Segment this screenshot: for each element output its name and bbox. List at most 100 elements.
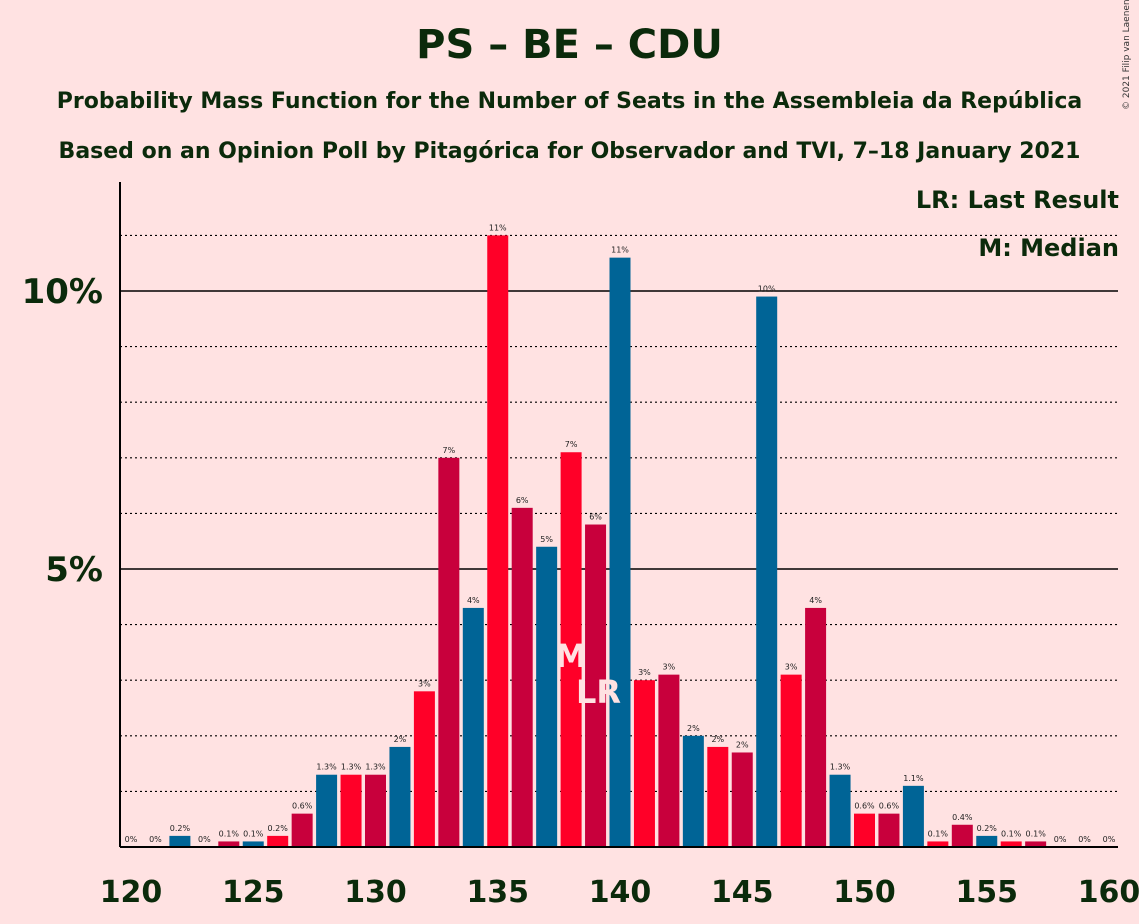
y-tick-5: 5% [45,550,103,590]
bar-seat-136 [511,507,533,847]
bar-seat-146 [756,296,778,847]
bar-label-135: 11% [489,223,507,232]
bar-seat-155 [976,835,998,847]
bar-seat-137 [536,546,558,847]
bar-label-146: 10% [758,285,776,294]
median-marker: M [555,637,587,675]
bar-label-154: 0.4% [952,813,973,822]
bar-seat-152 [902,785,924,847]
bar-seat-124 [218,841,240,847]
bar-label-126: 0.2% [268,824,289,833]
bar-seat-131 [389,746,411,847]
bar-seat-156 [1000,841,1022,847]
bar-label-147: 3% [785,663,798,672]
bar-seat-143 [682,735,704,847]
bar-label-149: 1.3% [830,763,851,772]
bar-label-143: 2% [687,724,700,733]
bar-label-122: 0.2% [170,824,191,833]
bar-label-123: 0% [198,835,211,844]
bar-label-160: 0% [1103,835,1116,844]
bar-label-142: 3% [663,663,676,672]
bar-label-156: 0.1% [1001,829,1022,838]
x-tick-155: 155 [955,875,1018,910]
x-tick-150: 150 [833,875,896,910]
x-tick-130: 130 [344,875,407,910]
bar-seat-138 [560,452,582,847]
x-tick-145: 145 [711,875,774,910]
bar-label-153: 0.1% [928,829,949,838]
chart-subtitle: Probability Mass Function for the Number… [56,89,1083,114]
bar-seat-139 [585,524,607,847]
chart-subtitle-source: Based on an Opinion Poll by Pitagórica f… [58,139,1081,164]
bar-label-131: 2% [394,735,407,744]
bar-seat-132 [413,691,435,847]
bar-label-120: 0% [125,835,138,844]
bar-seat-141 [633,680,655,847]
bar-label-124: 0.1% [219,829,240,838]
bar-labels: 0% 0%0.2%0%0.1% 0.1%0.2%0.6%1.3% 1.3% 1.3%2%… [125,223,1116,844]
bar-label-140: 11% [611,246,629,255]
bar-label-129: 1.3% [341,763,362,772]
x-tick-160: 160 [1078,875,1139,910]
bar-seat-135 [487,235,509,847]
bar-seat-145 [731,752,753,847]
bar-label-121: 0% [149,835,162,844]
bar-label-145: 2% [736,740,749,749]
bar-label-144: 2% [711,735,724,744]
bar-seat-147 [780,674,802,847]
bar-seat-149 [829,774,851,847]
bar-label-152: 1.1% [903,774,924,783]
bar-label-133: 7% [442,446,455,455]
bar-seat-134 [462,607,484,847]
y-tick-10: 10% [22,272,103,312]
bar-label-141: 3% [638,668,651,677]
bar-label-136: 6% [516,496,529,505]
bar-label-158: 0% [1054,835,1067,844]
bar-seat-142 [658,674,680,847]
chart-title: PS – BE – CDU [416,22,723,68]
bar-seat-140 [609,257,631,847]
bar-seat-153 [927,841,949,847]
bar-seat-144 [707,746,729,847]
bar-seat-125 [242,841,264,847]
bar-label-139: 6% [589,513,602,522]
grid-lines [120,234,1118,792]
bar-seat-151 [878,813,900,847]
bar-seat-126 [267,835,289,847]
last-result-marker: LR [576,673,621,711]
axes: 120 125 130 135 140 145 150 155 160 5% 10% [22,182,1139,910]
bar-label-125: 0.1% [243,829,264,838]
bar-seat-133 [438,457,460,847]
x-tick-125: 125 [222,875,285,910]
bar-label-151: 0.6% [879,802,900,811]
x-tick-140: 140 [589,875,652,910]
markers: MLR [555,637,621,711]
bar-seat-127 [291,813,313,847]
bar-label-130: 1.3% [365,763,386,772]
x-tick-135: 135 [466,875,529,910]
x-tick-120: 120 [100,875,163,910]
bar-seat-130 [365,774,386,847]
bars [169,235,1047,847]
bar-label-138: 7% [565,440,578,449]
bar-label-148: 4% [809,596,822,605]
bar-seat-150 [854,813,875,847]
bar-label-132: 3% [418,679,431,688]
bar-label-155: 0.2% [977,824,998,833]
bar-label-150: 0.6% [854,802,875,811]
bar-label-127: 0.6% [292,802,313,811]
bar-label-159: 0% [1078,835,1091,844]
bar-label-128: 1.3% [316,763,337,772]
bar-seat-157 [1025,841,1047,847]
bar-label-157: 0.1% [1025,829,1046,838]
legend-last-result: LR: Last Result [915,186,1119,214]
bar-seat-129 [340,774,362,847]
bar-label-137: 5% [540,535,553,544]
bar-seat-128 [316,774,338,847]
legend-median: M: Median [978,234,1119,262]
bar-label-134: 4% [467,596,480,605]
bar-seat-154 [951,824,973,847]
bar-seat-122 [169,835,191,847]
bar-seat-148 [805,607,827,847]
